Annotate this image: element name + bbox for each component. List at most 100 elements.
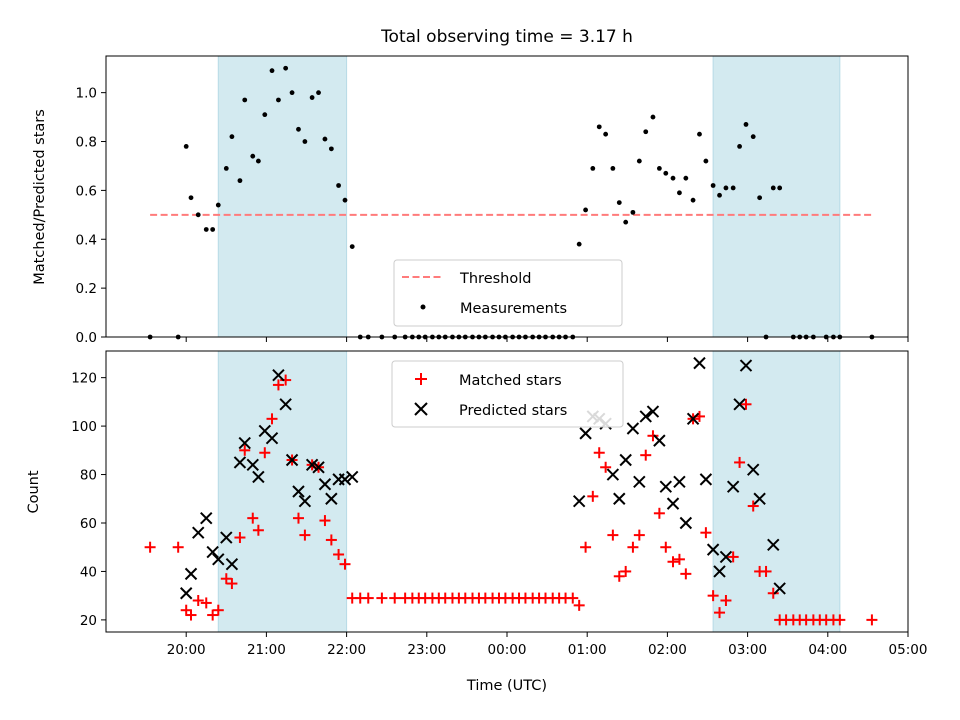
x-diag-2 <box>726 480 740 493</box>
measurement-point <box>296 126 301 132</box>
measurement-point <box>183 144 189 149</box>
measurement-point <box>663 170 669 176</box>
measurement-point <box>328 146 334 152</box>
x-diag-2 <box>179 587 193 600</box>
x-diag-2 <box>626 422 640 435</box>
x-diag-2 <box>225 557 239 571</box>
matched-star-point <box>714 607 726 619</box>
x-diag-2 <box>192 526 205 539</box>
x-diag-2 <box>252 470 265 484</box>
y-tick-label: 0.4 <box>76 232 97 248</box>
x-diag-2 <box>305 458 319 472</box>
bottom-points <box>144 356 878 626</box>
predicted-star-point <box>753 492 766 505</box>
x-tick-label: 01:00 <box>568 642 607 658</box>
measurement-point <box>255 158 261 164</box>
matched-star-point <box>292 512 304 524</box>
matched-star-point <box>734 456 746 468</box>
x-diag-2 <box>220 531 233 544</box>
measurement-point <box>215 202 221 208</box>
matched-star-point <box>220 573 232 585</box>
matched-star-point <box>172 541 184 553</box>
y-tick-label: 0.6 <box>76 183 97 199</box>
bottom-legend: Matched stars Predicted stars <box>391 360 624 428</box>
predicted-star-point <box>338 473 352 486</box>
predicted-star-point <box>673 475 686 489</box>
measurement-point <box>237 178 243 184</box>
measurement-point <box>690 197 696 203</box>
predicted-star-point <box>346 470 359 484</box>
x-diag-2 <box>646 405 660 418</box>
predicted-star-point <box>220 531 233 544</box>
predicted-star-point <box>606 468 620 481</box>
measurement-point <box>717 192 722 198</box>
x-diag-2 <box>292 485 305 498</box>
top-points <box>147 65 875 340</box>
measurement-point <box>737 144 742 149</box>
x-diag-2 <box>246 458 259 472</box>
matched-star-point <box>200 597 212 609</box>
predicted-star-point <box>646 405 660 418</box>
y-tick-label: 0.8 <box>76 135 97 151</box>
matched-star-point <box>673 553 685 565</box>
x-diag-2 <box>338 473 352 486</box>
matched-star-point <box>834 614 846 626</box>
measurement-point <box>242 97 248 103</box>
predicted-star-point <box>225 557 239 571</box>
measurement-point <box>710 183 716 188</box>
shaded-region-1 <box>217 350 348 633</box>
measurement-point <box>616 200 622 206</box>
predicted-star-point <box>719 550 733 564</box>
measurement-point <box>289 90 295 96</box>
predicted-star-point <box>212 553 225 566</box>
matched-star-point <box>333 548 345 560</box>
predicted-star-point <box>706 543 720 556</box>
legend-threshold-label: Threshold <box>459 271 531 287</box>
matched-star-point <box>640 449 652 461</box>
x-diag-2 <box>659 480 673 493</box>
x-diag-2 <box>613 492 626 505</box>
predicted-star-point <box>619 453 632 467</box>
legend-measurements-label: Measurements <box>460 301 567 317</box>
x-diag-2 <box>706 543 720 556</box>
predicted-star-point <box>693 356 706 370</box>
measurement-point <box>683 175 689 181</box>
shaded-region-2 <box>712 350 841 633</box>
y-tick-label: 1.0 <box>76 86 97 102</box>
predicted-star-point <box>639 410 652 423</box>
measurement-point <box>229 134 235 140</box>
x-diag-2 <box>206 545 219 559</box>
predicted-star-point <box>633 475 646 489</box>
matched-star-point <box>567 592 579 604</box>
predicted-star-point <box>686 412 700 426</box>
predicted-star-point <box>659 480 673 493</box>
top-axes: 0.0 0.2 0.4 0.6 0.8 1.0 Matched/Predicted sta… <box>32 55 909 346</box>
predicted-star-point <box>626 422 640 435</box>
predicted-star-point <box>312 461 325 474</box>
x-diag-2 <box>346 470 359 484</box>
matched-star-point <box>319 515 331 527</box>
matched-star-point <box>653 507 665 519</box>
y-tick-label: 40 <box>80 564 97 580</box>
x-diag-2 <box>200 511 213 525</box>
matched-star-point <box>272 379 284 391</box>
x-tick-label: 03:00 <box>728 642 767 658</box>
measurement-point <box>703 158 709 164</box>
x-diag-2 <box>686 412 700 426</box>
y-tick-label: 0.0 <box>76 330 97 346</box>
predicted-star-point <box>726 480 740 493</box>
matched-star-point <box>299 529 311 541</box>
y-tick-label: 120 <box>71 371 97 387</box>
matched-star-point <box>239 444 251 456</box>
x-diag-2 <box>753 492 766 505</box>
top-y-ticks: 0.0 0.2 0.4 0.6 0.8 1.0 <box>76 86 106 346</box>
predicted-star-point <box>238 436 251 450</box>
x-diag-2 <box>606 468 620 481</box>
y-tick-label: 0.2 <box>76 281 97 297</box>
x-diag-2 <box>184 567 198 581</box>
predicted-star-point <box>679 516 693 530</box>
matched-star-point <box>185 609 197 621</box>
legend-matched-label: Matched stars <box>459 373 562 389</box>
x-diag-2 <box>693 356 706 370</box>
x-diag-2 <box>619 453 632 467</box>
